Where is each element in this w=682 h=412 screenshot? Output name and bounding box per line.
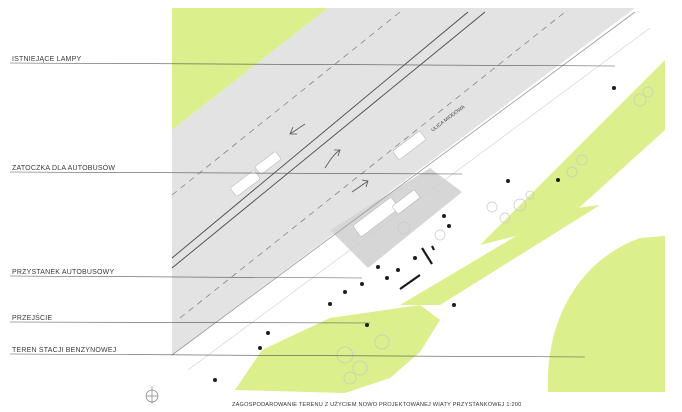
grass-area-bottom-left (235, 305, 440, 393)
label-petrol-station: TEREN STACJI BENZYNOWEJ (12, 347, 117, 354)
label-existing-lamps: ISTNIEJĄCE LAMPY (12, 56, 82, 63)
traffic-arrow-icon (289, 123, 369, 193)
road-center-line-1 (171, 11, 469, 259)
label-bus-bay: ZATOCZKA DLA AUTOBUSÓW (12, 165, 116, 172)
bus-bay (330, 168, 462, 268)
road-center-line-2 (171, 11, 486, 269)
road-edge-line (171, 11, 636, 356)
label-crossing: PRZEJŚCIE (12, 315, 53, 322)
person-icon (213, 86, 616, 382)
lane-dash-line-1 (171, 11, 401, 196)
lane-dash-line-2 (179, 11, 566, 319)
grass-area-middle-strip (400, 205, 600, 305)
grass-area-right-strip (480, 60, 665, 245)
road (172, 8, 635, 355)
leader-lines (9, 62, 616, 358)
footpath-edge-line (187, 27, 651, 371)
bus-shelter (399, 245, 435, 290)
bus-icon (230, 131, 426, 237)
north-arrow-icon (145, 386, 159, 404)
grass-area-bottom-right (547, 236, 665, 392)
tree-icon (336, 86, 654, 385)
drawing-caption: ZAGOSPODAROWANIE TERENU Z UŻYCIEM NOWO P… (232, 402, 522, 408)
label-bus-stop: PRZYSTANEK AUTOBUSOWY (12, 269, 115, 276)
